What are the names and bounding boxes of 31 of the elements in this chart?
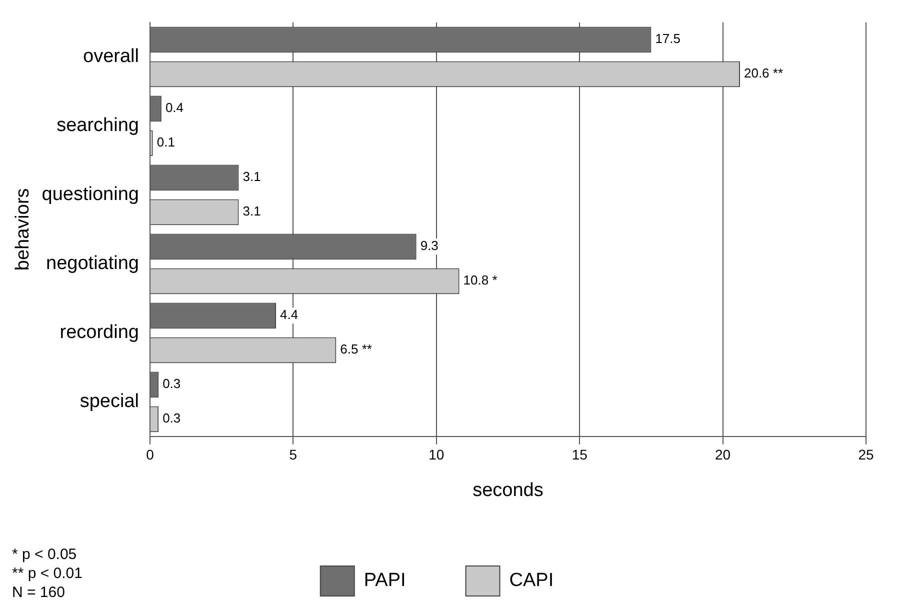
x-axis-title: seconds — [472, 480, 544, 501]
data-label: 20.6 ** — [744, 66, 784, 81]
x-tick-label: 10 — [428, 446, 444, 463]
data-label: 4.4 — [280, 307, 298, 322]
data-label: 17.5 — [655, 31, 681, 46]
legend-label: CAPI — [509, 570, 554, 592]
y-tick-label: negotiating — [46, 253, 139, 274]
data-label: 0.1 — [156, 134, 175, 150]
y-tick-label: overall — [83, 46, 139, 68]
data-label: 0.3 — [162, 410, 181, 426]
x-tick-label: 5 — [289, 446, 298, 463]
text: ** p < 0.01 — [12, 564, 82, 583]
y-tick-label: special — [80, 391, 139, 412]
data-label: 3.1 — [242, 204, 261, 219]
text: * p < 0.05 — [12, 545, 78, 564]
x-tick-label: 0 — [146, 446, 154, 463]
y-tick-label: recording — [60, 322, 139, 344]
y-axis-title: behaviors — [12, 188, 34, 271]
data-label: 0.3 — [162, 376, 181, 392]
x-tick-label: 15 — [572, 446, 588, 463]
legend-label: PAPI — [364, 570, 406, 592]
y-tick-label: questioning — [42, 184, 139, 206]
text: N = 160 — [12, 583, 66, 602]
data-label: 9.3 — [420, 238, 438, 254]
data-label: 0.4 — [165, 100, 184, 116]
data-label: 6.5 ** — [340, 342, 372, 357]
y-tick-label: searching — [56, 115, 139, 136]
x-tick-label: 20 — [715, 446, 731, 463]
x-tick-label: 25 — [858, 446, 874, 463]
data-label: 10.8 * — [463, 272, 498, 288]
data-label: 3.1 — [242, 169, 261, 184]
